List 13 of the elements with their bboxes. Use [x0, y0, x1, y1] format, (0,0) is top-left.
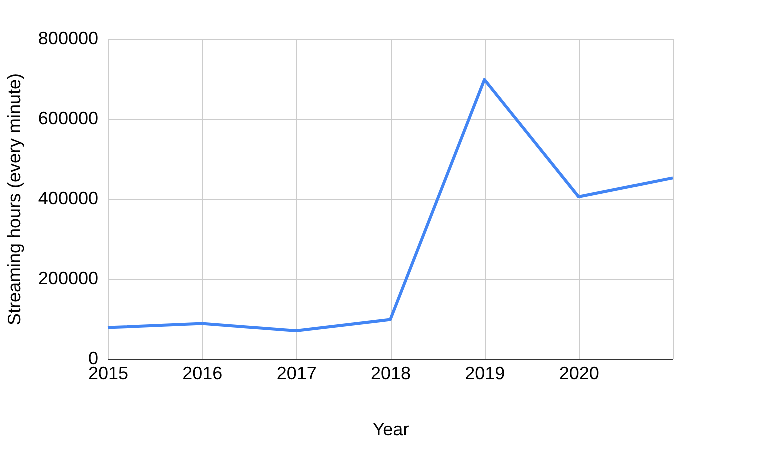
x-tick-label: 2018: [370, 364, 412, 384]
x-tick-label: 2020: [559, 364, 600, 384]
y-tick-label: 200000: [38, 268, 98, 288]
x-tick-label: 2019: [465, 364, 506, 384]
y-tick-label: 800000: [38, 28, 98, 48]
y-tick-label: 600000: [38, 108, 98, 128]
line-series: [106, 78, 674, 332]
x-tick-label: 2016: [182, 364, 223, 384]
y-tick-label: 400000: [38, 188, 98, 208]
x-axis-title: Year: [372, 420, 410, 440]
y-axis-title: Streaming hours (every minute): [4, 73, 24, 326]
x-tick-label: 2017: [276, 364, 317, 384]
x-tick-label: 2015: [88, 364, 129, 384]
